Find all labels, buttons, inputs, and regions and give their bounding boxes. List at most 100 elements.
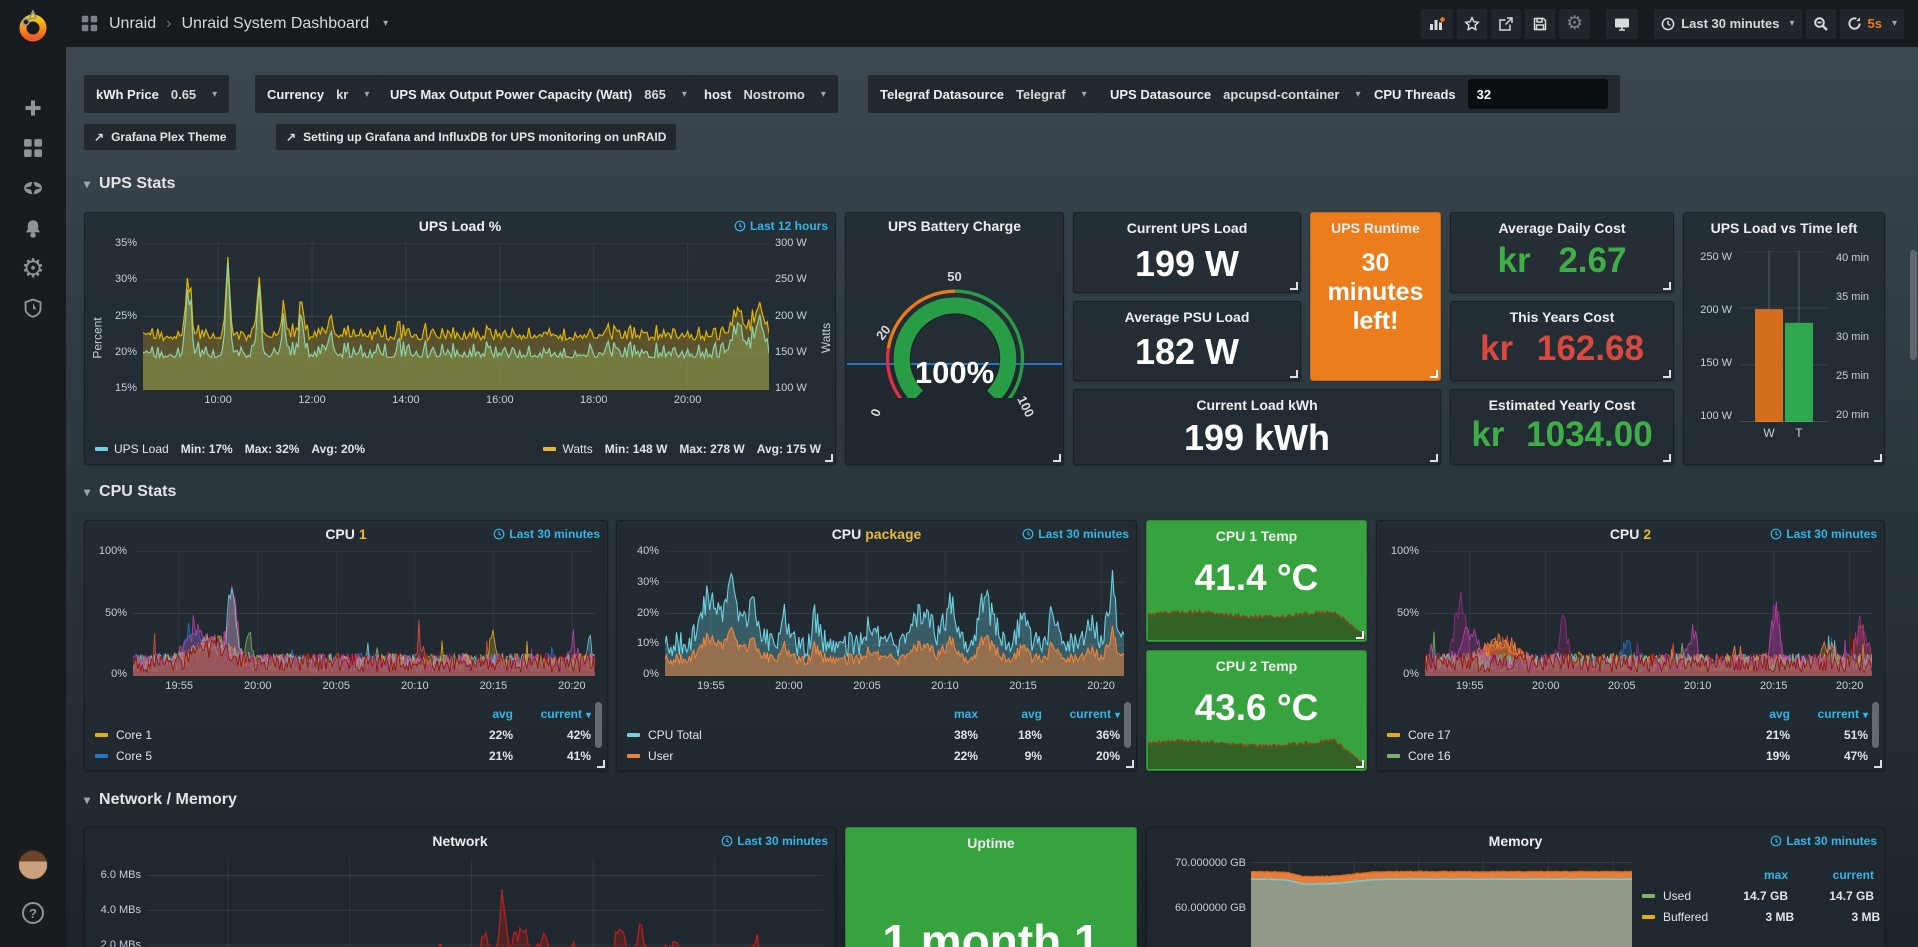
legend-stat: Min: 17% xyxy=(180,442,233,456)
variable-host[interactable]: host Nostromo ▾ xyxy=(692,75,838,113)
panel-title-network[interactable]: Network Last 30 minutes xyxy=(85,828,835,854)
create-button[interactable] xyxy=(0,88,66,128)
stat-title[interactable]: Current UPS Load xyxy=(1126,220,1248,236)
zoom-out-button[interactable] xyxy=(1805,8,1836,39)
y-axis-label-right: Watts xyxy=(818,322,833,354)
panel-title-ups-load[interactable]: UPS Load % Last 12 hours xyxy=(85,213,835,239)
legend-row[interactable]: Core 16 19% 47% xyxy=(1387,745,1868,766)
legend-header-max[interactable]: max xyxy=(1763,867,1788,882)
legend-row[interactable]: User 22% 9% 20% xyxy=(627,745,1120,766)
cpu-package-chart[interactable] xyxy=(665,551,1124,676)
star-button[interactable] xyxy=(1457,8,1488,39)
breadcrumb-page-title[interactable]: Unraid System Dashboard xyxy=(181,14,370,32)
sidebar-item-alerting[interactable] xyxy=(0,208,66,248)
link-grafana-plex-theme[interactable]: ↗ Grafana Plex Theme xyxy=(84,124,237,150)
link-ups-monitoring-guide[interactable]: ↗ Setting up Grafana and InfluxDB for UP… xyxy=(276,124,677,150)
external-link-icon: ↗ xyxy=(286,130,297,144)
share-button[interactable] xyxy=(1491,8,1522,39)
stat-title[interactable]: CPU 1 Temp xyxy=(1215,528,1298,544)
legend-header-avg[interactable]: avg xyxy=(1021,706,1042,721)
variable-kwh-price[interactable]: kWh Price 0.65 ▾ xyxy=(84,75,230,113)
refresh-button[interactable]: 5s ▾ xyxy=(1839,8,1904,39)
legend-row[interactable]: Core 5 21% 41% xyxy=(95,745,591,766)
panel-time-range[interactable]: Last 30 minutes xyxy=(1022,527,1129,541)
legend-header-avg[interactable]: avg xyxy=(1769,706,1790,721)
variable-telegraf-datasource[interactable]: Telegraf Datasource Telegraf ▾ xyxy=(868,75,1099,113)
load-vs-time-chart[interactable] xyxy=(1740,251,1828,422)
variable-currency[interactable]: Currency kr ▾ xyxy=(255,75,382,113)
sidebar-item-dashboards[interactable] xyxy=(0,128,66,168)
add-panel-button[interactable] xyxy=(1421,8,1454,39)
cpu2-chart[interactable] xyxy=(1425,551,1872,676)
stat-title[interactable]: Average PSU Load xyxy=(1124,309,1250,325)
stat-title[interactable]: CPU 2 Temp xyxy=(1215,658,1298,674)
legend-watts[interactable]: Watts Min: 148 W Max: 278 W Avg: 175 W xyxy=(543,442,821,456)
legend-header-current[interactable]: current ▾ xyxy=(540,706,591,721)
panel-title-cpu-package[interactable]: CPU package Last 30 minutes xyxy=(617,521,1136,547)
chevron-down-icon: ▾ xyxy=(1355,88,1361,100)
sidebar-item-help[interactable]: ? xyxy=(0,893,66,933)
legend-scrollbar[interactable] xyxy=(595,702,602,748)
cpu-threads-input[interactable] xyxy=(1467,79,1608,109)
section-network-memory[interactable]: ▾ Network / Memory xyxy=(84,791,237,809)
legend-row[interactable]: Core 1 22% 42% xyxy=(95,724,591,745)
panel-title-load-vs-time[interactable]: UPS Load vs Time left xyxy=(1684,213,1884,243)
legend-ups-load[interactable]: UPS Load Min: 17% Max: 32% Avg: 20% xyxy=(95,442,365,456)
panel-current-ups-load: Current UPS Load 199 W xyxy=(1073,212,1301,293)
grafana-logo[interactable] xyxy=(0,6,66,46)
network-chart[interactable] xyxy=(147,858,823,947)
panel-time-range[interactable]: Last 30 minutes xyxy=(493,527,600,541)
panel-time-range[interactable]: Last 12 hours xyxy=(734,219,828,233)
link-label: Setting up Grafana and InfluxDB for UPS … xyxy=(303,130,667,144)
user-avatar[interactable] xyxy=(0,845,66,885)
legend-row[interactable]: CPU Total 38% 18% 36% xyxy=(627,724,1120,745)
section-ups-stats[interactable]: ▾ UPS Stats xyxy=(84,175,176,193)
legend-header-avg[interactable]: avg xyxy=(492,706,513,721)
legend-scrollbar[interactable] xyxy=(1124,702,1131,748)
legend-row[interactable]: Used 14.7 GB 14.7 GB xyxy=(1642,885,1874,906)
variable-value: 865 xyxy=(644,86,666,102)
cpu1-chart[interactable] xyxy=(133,551,595,676)
variable-ups-max-output[interactable]: UPS Max Output Power Capacity (Watt) 865… xyxy=(378,75,699,113)
legend-row[interactable]: Core 17 21% 51% xyxy=(1387,724,1868,745)
sidebar-item-configuration[interactable]: ⚙ xyxy=(0,248,66,288)
panel-cpu1: CPU 1 Last 30 minutes 100% 50% 0% 19:55 20:… xyxy=(84,520,608,771)
chevron-down-icon[interactable]: ▾ xyxy=(383,18,389,29)
legend-scrollbar[interactable] xyxy=(1872,702,1879,748)
legend-header-current[interactable]: current xyxy=(1832,867,1874,882)
section-cpu-stats[interactable]: ▾ CPU Stats xyxy=(84,483,176,501)
breadcrumb-separator xyxy=(166,15,171,33)
stat-title[interactable]: Uptime xyxy=(967,835,1015,851)
page-scrollbar[interactable] xyxy=(1910,250,1917,360)
variable-ups-datasource[interactable]: UPS Datasource apcupsd-container ▾ xyxy=(1098,75,1373,113)
stat-title[interactable]: UPS Runtime xyxy=(1331,220,1420,236)
time-range-picker[interactable]: Last 30 minutes ▾ xyxy=(1654,8,1802,39)
sidebar-item-server-admin[interactable] xyxy=(0,288,66,328)
sidebar-item-explore[interactable] xyxy=(0,168,66,208)
panel-time-range[interactable]: Last 30 minutes xyxy=(1770,527,1877,541)
below-threshold-shade xyxy=(847,365,1062,463)
panel-title-memory[interactable]: Memory Last 30 minutes xyxy=(1147,828,1884,854)
panel-time-range[interactable]: Last 30 minutes xyxy=(721,834,828,848)
panel-title-cpu2[interactable]: CPU 2 Last 30 minutes xyxy=(1377,521,1884,547)
panel-time-range[interactable]: Last 30 minutes xyxy=(1770,834,1877,848)
legend-row[interactable]: Buffered 3 MB 3 MB xyxy=(1642,906,1880,927)
panel-title-cpu1[interactable]: CPU 1 Last 30 minutes xyxy=(85,521,607,547)
stat-title[interactable]: This Years Cost xyxy=(1509,309,1615,325)
legend-header-max[interactable]: max xyxy=(953,706,978,721)
memory-chart[interactable] xyxy=(1251,858,1632,947)
dashboard-settings-button[interactable]: ⚙ xyxy=(1559,8,1591,39)
stat-title[interactable]: Estimated Yearly Cost xyxy=(1488,397,1636,413)
legend-header-current[interactable]: current ▾ xyxy=(1069,706,1120,721)
panel-title-battery[interactable]: UPS Battery Charge xyxy=(846,213,1063,239)
panel-title-variable: package xyxy=(865,526,922,542)
panel-title-text: UPS Load vs Time left xyxy=(1710,220,1858,236)
stat-value: 41.4 °C xyxy=(1194,557,1319,598)
save-button[interactable] xyxy=(1525,8,1556,39)
stat-title[interactable]: Current Load kWh xyxy=(1196,397,1318,413)
ups-load-chart[interactable] xyxy=(143,243,769,390)
tv-mode-button[interactable] xyxy=(1606,8,1639,39)
breadcrumb-app[interactable]: Unraid xyxy=(109,14,157,32)
legend-header-current[interactable]: current ▾ xyxy=(1817,706,1868,721)
stat-title[interactable]: Average Daily Cost xyxy=(1498,220,1626,236)
